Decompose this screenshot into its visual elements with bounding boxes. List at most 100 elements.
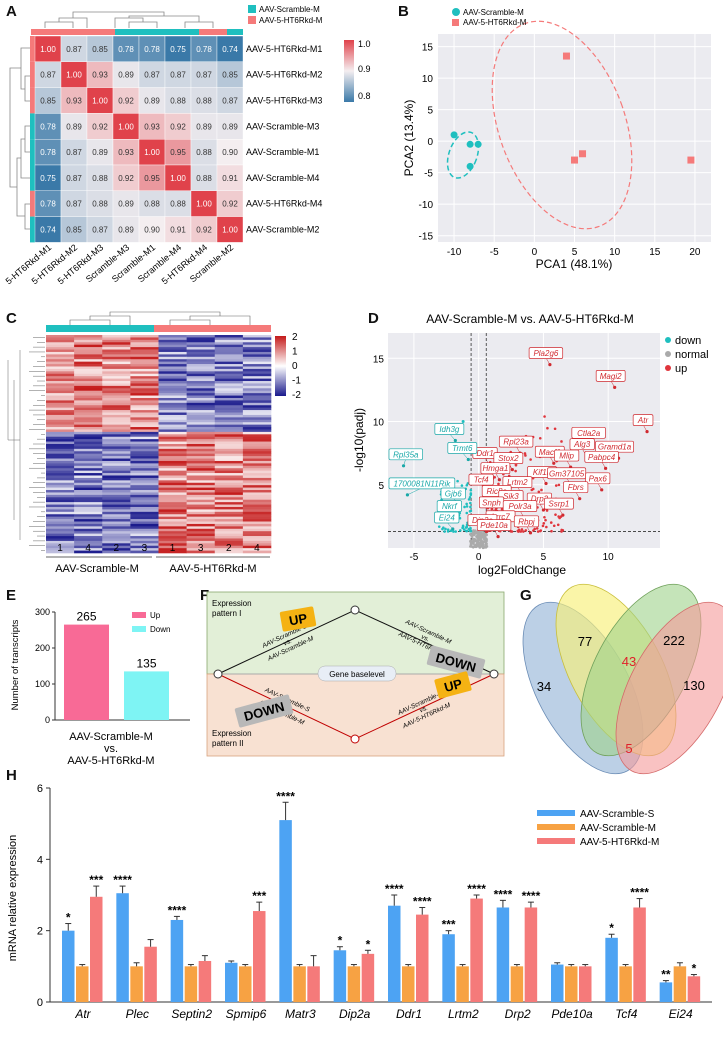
expr-cell bbox=[186, 441, 216, 445]
expr-cell bbox=[242, 405, 272, 408]
up-point bbox=[524, 529, 528, 532]
down-point bbox=[443, 530, 446, 533]
expr-cell bbox=[158, 439, 187, 442]
expr-cell bbox=[186, 499, 216, 503]
heatmap-cell bbox=[190, 216, 218, 243]
up-point bbox=[545, 509, 549, 512]
expr-cell bbox=[242, 446, 272, 450]
expr-cell bbox=[46, 533, 75, 537]
normal-point bbox=[480, 535, 483, 538]
expr-cell bbox=[214, 364, 244, 367]
h-sig: **** bbox=[385, 882, 404, 896]
expr-cell bbox=[74, 414, 103, 418]
expr-cell bbox=[102, 485, 131, 488]
h-gene-label: Spmip6 bbox=[226, 1007, 267, 1021]
gene-label: Mlip bbox=[559, 452, 574, 461]
expr-cell bbox=[46, 545, 75, 549]
expr-cell bbox=[186, 351, 216, 355]
gene-label: Pla2g6 bbox=[533, 349, 558, 358]
expr-cell bbox=[130, 400, 159, 404]
expr-cell bbox=[214, 429, 244, 433]
panel-label-d: D bbox=[368, 310, 379, 327]
sample-label: 1 bbox=[57, 543, 63, 554]
heatmap-value: 0.90 bbox=[144, 226, 160, 235]
expr-cell bbox=[74, 395, 103, 399]
expr-cell bbox=[214, 347, 244, 350]
heatmap-value: 0.89 bbox=[66, 122, 82, 131]
expr-cell bbox=[46, 368, 75, 372]
expr-cell bbox=[186, 451, 216, 454]
expr-cell bbox=[242, 335, 272, 338]
expr-cell bbox=[74, 482, 103, 486]
expr-cell bbox=[46, 373, 75, 377]
panel-label-e: E bbox=[6, 587, 16, 604]
ht6-ellipse bbox=[491, 20, 633, 230]
expr-cell bbox=[46, 361, 75, 365]
expr-cell bbox=[186, 390, 216, 394]
expr-cell bbox=[102, 499, 131, 503]
expr-cell bbox=[242, 378, 272, 382]
expr-cell bbox=[102, 373, 131, 377]
expr-cell bbox=[158, 417, 187, 421]
h-tick-label: 2 bbox=[37, 926, 43, 938]
expr-cell bbox=[74, 356, 103, 360]
expr-cell bbox=[130, 519, 159, 522]
down-point bbox=[465, 502, 468, 506]
heatmap-value: 0.87 bbox=[66, 200, 82, 209]
expr-cell bbox=[74, 494, 103, 498]
expr-cell bbox=[102, 540, 131, 544]
expr-cell bbox=[102, 402, 131, 406]
expr-cell bbox=[242, 342, 272, 345]
expr-cell bbox=[186, 446, 216, 450]
expr-cell bbox=[158, 475, 187, 479]
panel-label-h: H bbox=[6, 767, 17, 784]
expr-cell bbox=[46, 429, 75, 433]
gene-label: 1700081N11Rik bbox=[394, 479, 452, 488]
h-bar bbox=[510, 966, 524, 1002]
expr-cell bbox=[46, 521, 75, 525]
expr-cell bbox=[102, 347, 131, 350]
heatmap-cell bbox=[190, 87, 218, 114]
expr-cell bbox=[46, 422, 75, 425]
expr-cell bbox=[242, 448, 272, 452]
expr-cell bbox=[186, 531, 216, 534]
expr-cell bbox=[242, 412, 272, 416]
expr-cell bbox=[242, 397, 272, 401]
gene-label: Tcf4 bbox=[474, 476, 489, 485]
expr-cell bbox=[102, 412, 131, 416]
up-point bbox=[539, 529, 543, 532]
pca-legend-ht6: AAV-5-HT6Rkd-M bbox=[463, 18, 527, 27]
expr-cell bbox=[74, 424, 103, 428]
expr-cell bbox=[46, 354, 75, 358]
e-bar-value: 265 bbox=[76, 610, 96, 624]
expr-cell bbox=[158, 519, 187, 522]
y-tick: 5 bbox=[427, 106, 433, 117]
expression-heatmap bbox=[46, 335, 272, 554]
heatmap-value: 0.85 bbox=[40, 97, 56, 106]
column-labels-c: 1 4 2 3 1 3 2 4 bbox=[57, 543, 260, 554]
expr-cell bbox=[158, 545, 187, 549]
expr-cell bbox=[242, 431, 272, 435]
expr-cell bbox=[74, 349, 103, 353]
expr-cell bbox=[186, 504, 216, 508]
expr-cell bbox=[46, 485, 75, 488]
expr-cell bbox=[186, 473, 216, 476]
heatmap-cell bbox=[190, 164, 218, 191]
expr-cell bbox=[102, 441, 131, 445]
expr-cell bbox=[130, 494, 159, 498]
expr-cell bbox=[130, 538, 159, 542]
row-group-mark bbox=[30, 165, 35, 191]
h-bar bbox=[293, 966, 306, 1002]
expr-cell bbox=[242, 441, 272, 445]
h-gene-label: Tcf4 bbox=[615, 1007, 638, 1021]
expr-cell bbox=[130, 439, 159, 442]
expr-cell bbox=[158, 451, 187, 454]
x-tick: 5 bbox=[572, 247, 578, 258]
expr-cell bbox=[74, 385, 103, 389]
gene-label: Nkrf bbox=[442, 502, 457, 511]
left-group-bar bbox=[30, 36, 35, 243]
expr-cell bbox=[46, 427, 75, 430]
heatmap-cell bbox=[86, 87, 114, 114]
gene-label: Magi2 bbox=[600, 372, 622, 381]
expr-cell bbox=[158, 444, 187, 447]
